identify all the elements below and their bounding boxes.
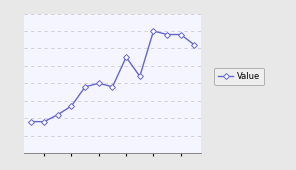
Value	[83, 86, 87, 88]
Legend: Value: Value	[214, 68, 264, 85]
Value	[152, 30, 155, 32]
Value	[29, 121, 32, 123]
Value	[138, 75, 141, 77]
Value	[97, 82, 101, 84]
Value	[165, 33, 169, 36]
Value	[124, 56, 128, 58]
Value	[56, 114, 59, 116]
Value	[111, 86, 114, 88]
Value	[179, 33, 183, 36]
Line: Value: Value	[28, 29, 197, 124]
Value	[42, 121, 46, 123]
Value	[193, 44, 196, 46]
Value	[70, 105, 73, 107]
